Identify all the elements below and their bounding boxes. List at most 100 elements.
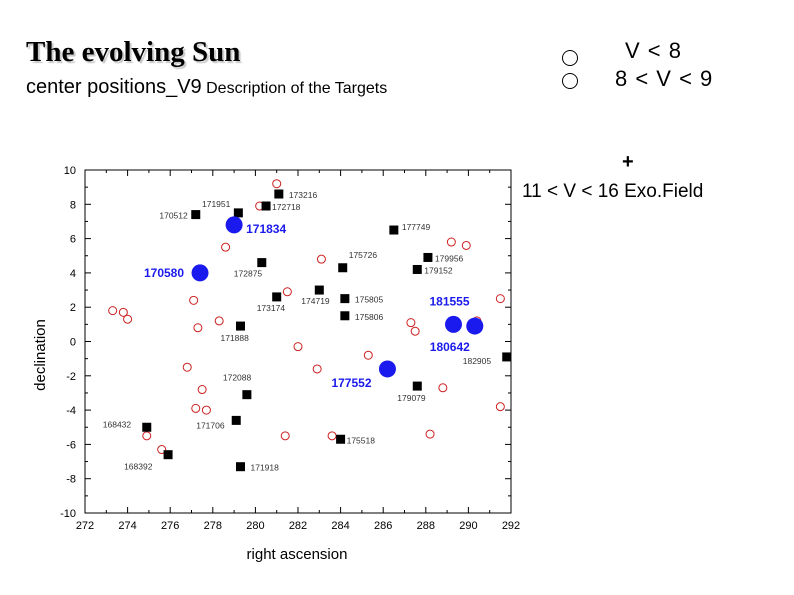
- y-tick-label: -8: [66, 474, 76, 486]
- v8-9-star-point: [272, 179, 282, 189]
- exo-field-point: [412, 381, 422, 391]
- v8-9-star-point: [495, 402, 505, 412]
- y-tick-label: -6: [66, 439, 76, 451]
- exo-field-label: 170512: [159, 211, 188, 221]
- exo-field-point: [235, 321, 245, 331]
- exo-field-point: [340, 311, 350, 321]
- legend-label-exo-field: 11 < V < 16 Exo.Field: [522, 181, 704, 202]
- exo-field-point: [191, 210, 201, 220]
- blue-star-label: 171834: [246, 222, 286, 236]
- exo-field-point: [272, 292, 282, 302]
- v8-9-star-point: [312, 364, 322, 374]
- blue-star-label: 177552: [331, 376, 371, 390]
- v8-9-star-point: [280, 431, 290, 441]
- v8-9-star-point: [201, 405, 211, 415]
- exo-field-label: 175726: [349, 250, 378, 260]
- v8-9-star-point: [123, 314, 133, 324]
- x-tick-label: 282: [289, 520, 307, 532]
- exo-field-point: [142, 422, 152, 432]
- exo-field-point: [163, 450, 173, 460]
- exo-field-label: 171706: [196, 420, 225, 430]
- exo-field-label: 179079: [397, 393, 426, 403]
- exo-field-point: [233, 208, 243, 218]
- legend-circle-v8-9-icon: [562, 73, 578, 89]
- blue-star-point: [191, 264, 209, 282]
- v8-9-star-point: [438, 383, 448, 393]
- y-tick-label: 0: [70, 337, 76, 349]
- y-tick-label: 2: [70, 302, 76, 314]
- exo-field-point: [231, 415, 241, 425]
- v8-9-star-point: [214, 316, 224, 326]
- exo-field-label: 175805: [355, 295, 384, 305]
- x-tick-label: 278: [204, 520, 222, 532]
- exo-field-label: 171918: [250, 463, 279, 473]
- v8-9-star-point: [425, 429, 435, 439]
- v8-9-star-point: [142, 431, 152, 441]
- exo-field-point: [412, 264, 422, 274]
- x-tick-label: 292: [502, 520, 520, 532]
- v8-9-star-point: [406, 318, 416, 328]
- v8-9-star-point: [293, 342, 303, 352]
- v8-9-star-point: [118, 307, 128, 317]
- x-tick-label: 288: [417, 520, 435, 532]
- exo-field-point: [274, 189, 284, 199]
- v8-9-star-point: [461, 240, 471, 250]
- exo-field-point: [336, 434, 346, 444]
- y-tick-label: -2: [66, 371, 76, 383]
- blue-star-point: [378, 360, 396, 378]
- blue-star-point: [466, 317, 484, 335]
- exo-field-label: 171888: [220, 333, 249, 343]
- y-axis-label: declination: [32, 319, 49, 391]
- chart-axes: 272 274 276 278 280 282 284 286 288 290 292-10-8-6…: [60, 165, 520, 532]
- exo-field-label: 173216: [289, 190, 318, 200]
- exo-field-point: [502, 352, 512, 362]
- blue-star-label: 181555: [429, 294, 469, 308]
- exo-field-label: 179152: [424, 265, 453, 275]
- subtitle-small: Description of the Targets: [201, 80, 388, 97]
- exo-field-label: 174719: [301, 296, 330, 306]
- v8-9-star-point: [197, 385, 207, 395]
- exo-field-point: [257, 258, 267, 268]
- v8-9-star-point: [410, 326, 420, 336]
- exo-field-label: 172718: [272, 202, 301, 212]
- legend-label-v8: V < 8: [625, 38, 682, 63]
- exo-field-point: [338, 263, 348, 273]
- v8-9-star-point: [495, 294, 505, 304]
- v8-9-star-point: [446, 237, 456, 247]
- x-tick-label: 280: [246, 520, 264, 532]
- chart-marks: 173216 171951 170512 172718 177749 179956 1757…: [103, 179, 512, 473]
- blue-star-point: [225, 216, 243, 234]
- v8-9-star-point: [327, 431, 337, 441]
- exo-field-point: [314, 285, 324, 295]
- v8-9-star-point: [363, 350, 373, 360]
- exo-field-label: 168392: [124, 462, 153, 472]
- legend-label-v8-9: 8 < V < 9: [615, 66, 714, 91]
- exo-field-point: [423, 252, 433, 262]
- x-tick-label: 286: [374, 520, 392, 532]
- v8-9-star-point: [316, 254, 326, 264]
- exo-field-label: 171951: [202, 199, 231, 209]
- x-tick-label: 274: [118, 520, 136, 532]
- exo-field-label: 182905: [463, 356, 492, 366]
- y-tick-label: -4: [66, 405, 76, 417]
- exo-field-label: 168432: [103, 419, 132, 429]
- y-tick-label: 6: [70, 234, 76, 246]
- x-tick-label: 276: [161, 520, 179, 532]
- v8-9-star-point: [189, 295, 199, 305]
- page-title: The evolving Sun: [26, 36, 241, 68]
- y-tick-label: 10: [64, 165, 76, 177]
- y-tick-label: 8: [70, 199, 76, 211]
- page-subtitle: center positions_V9 Description of the T…: [26, 76, 387, 99]
- subtitle-main: center positions_V9: [26, 76, 202, 98]
- legend-circle-v8-icon: [562, 50, 578, 66]
- v8-9-star-point: [108, 306, 118, 316]
- exo-field-label: 175806: [355, 312, 384, 322]
- legend-plus: +: [622, 151, 634, 173]
- exo-field-point: [340, 294, 350, 304]
- blue-star-point: [444, 315, 462, 333]
- exo-field-point: [389, 225, 399, 235]
- v8-9-star-point: [182, 362, 192, 372]
- x-axis-label: right ascension: [247, 546, 348, 563]
- blue-star-label: 170580: [144, 266, 184, 280]
